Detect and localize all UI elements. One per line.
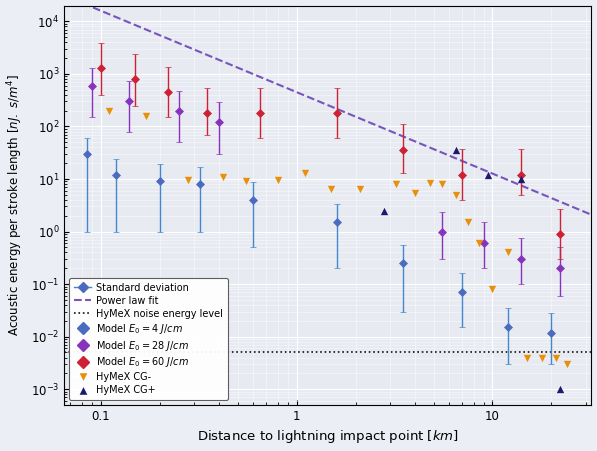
Point [355, 185, 365, 193]
Point [484, 171, 493, 179]
Point [327, 185, 336, 193]
Point [104, 107, 113, 114]
Point [451, 147, 461, 154]
Point [522, 354, 532, 361]
Point [474, 239, 484, 247]
Point [425, 179, 435, 186]
Point [273, 177, 282, 184]
X-axis label: Distance to lightning impact point $[km]$: Distance to lightning impact point $[km]… [197, 428, 458, 446]
Point [488, 285, 497, 293]
Point [218, 173, 227, 180]
Point [300, 170, 309, 177]
Point [437, 180, 447, 188]
Point [141, 112, 150, 120]
Point [380, 207, 389, 214]
Y-axis label: Acoustic energy per stroke length $[nJ.\ s/m^4]$: Acoustic energy per stroke length $[nJ.\… [5, 74, 25, 336]
Point [562, 360, 572, 368]
Point [463, 219, 473, 226]
Point [183, 177, 193, 184]
Point [241, 178, 251, 185]
Point [391, 180, 401, 188]
Point [410, 189, 419, 196]
Point [538, 354, 547, 361]
Point [516, 175, 526, 183]
Point [503, 249, 513, 256]
Legend: Standard deviation, Power law fit, HyMeX noise energy level, Model $E_0 = 4\ J/c: Standard deviation, Power law fit, HyMeX… [69, 278, 228, 400]
Point [551, 354, 561, 361]
Point [555, 386, 564, 393]
Point [451, 191, 461, 198]
